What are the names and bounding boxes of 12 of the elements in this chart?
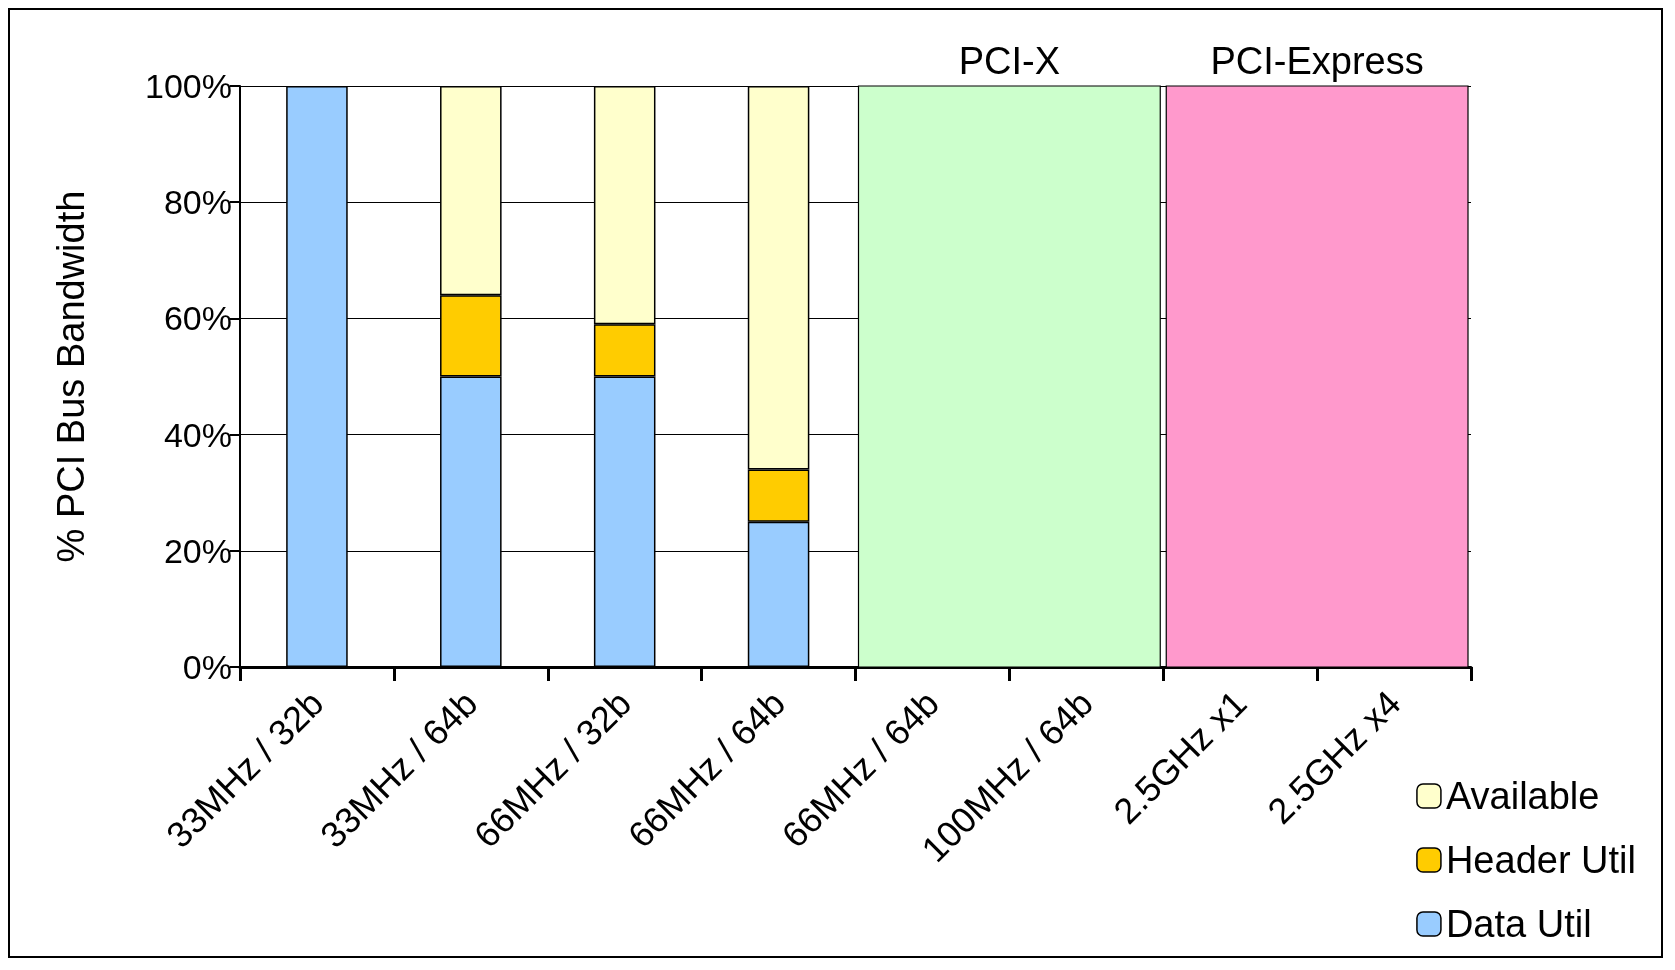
band-label: PCI-X	[958, 40, 1061, 82]
legend-label: Data Util	[1445, 903, 1592, 945]
band-label: PCI-Express	[1210, 40, 1424, 82]
legend-label: Available	[1445, 775, 1600, 817]
y-axis-title: % PCI Bus Bandwidth	[50, 190, 92, 563]
legend-label: Header Util	[1445, 839, 1636, 881]
y-tick-label: 0%	[182, 648, 232, 686]
y-tick-label: 100%	[145, 67, 232, 105]
y-tick-label: 40%	[163, 415, 232, 454]
y-tick-label: 80%	[163, 183, 232, 222]
y-tick-label: 60%	[163, 299, 232, 338]
y-tick-label: 20%	[163, 531, 232, 570]
